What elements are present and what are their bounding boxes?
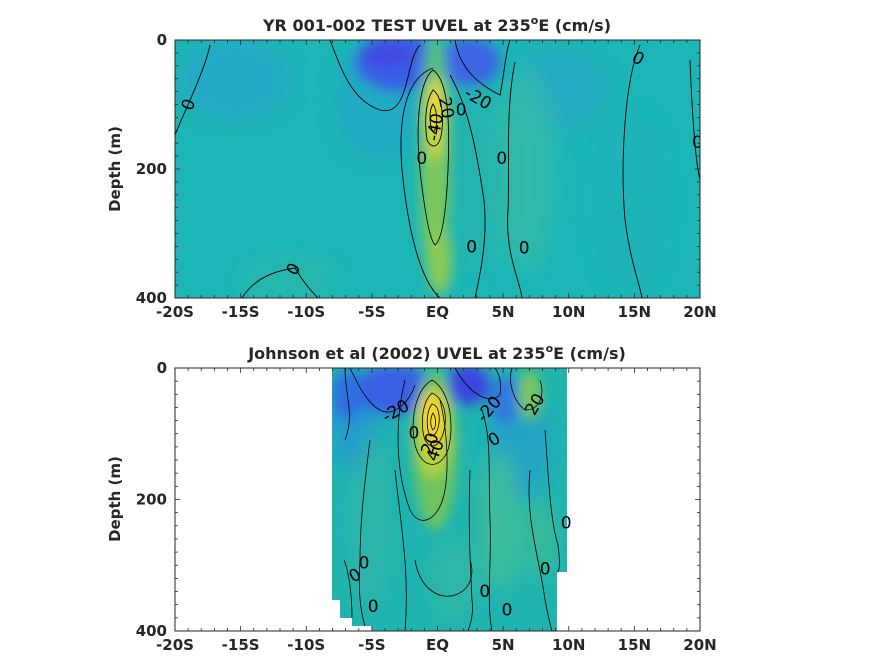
x-tick-label: -5S <box>358 636 385 654</box>
x-tick-label: EQ <box>426 303 449 321</box>
contour-lines <box>175 40 700 298</box>
title-main: YR 001-002 TEST UVEL at 235 <box>262 16 531 35</box>
y-tick-label: 400 <box>136 622 167 640</box>
x-tick-label: -10S <box>287 303 325 321</box>
contour-label: 0 <box>496 149 507 169</box>
title-degree: o <box>546 342 554 355</box>
title-degree: o <box>531 14 539 27</box>
title-tail: E (cm/s) <box>538 16 611 35</box>
panel-title: Johnson et al (2002) UVEL at 235oE (cm/s… <box>247 342 626 363</box>
x-tick-label: -20S <box>156 636 194 654</box>
x-tick-label: -15S <box>222 303 260 321</box>
x-tick-label: 20N <box>683 303 716 321</box>
contour-label: 0 <box>466 237 477 257</box>
contour-lines <box>343 368 560 631</box>
y-tick-label: 0 <box>157 31 167 49</box>
title-main: Johnson et al (2002) UVEL at 235 <box>247 344 545 363</box>
panel-observations: Johnson et al (2002) UVEL at 235oE (cm/s… <box>106 342 717 654</box>
x-tick-label: 5N <box>492 303 515 321</box>
x-tick-label: 15N <box>618 303 651 321</box>
contour-label: 20 <box>434 96 457 121</box>
x-tick-label: 5N <box>492 636 515 654</box>
x-tick-label: -10S <box>287 636 325 654</box>
y-axis-label: Depth (m) <box>106 456 124 542</box>
y-tick-label: 0 <box>157 359 167 377</box>
contour-label: 0 <box>502 600 513 620</box>
contour-label: 0 <box>456 101 467 121</box>
x-tick-label: -20S <box>156 303 194 321</box>
contour-label: 0 <box>692 133 703 153</box>
x-tick-label: EQ <box>426 636 449 654</box>
x-tick-label: 10N <box>552 636 585 654</box>
y-tick-label: 200 <box>136 160 167 178</box>
contour-label: 0 <box>368 597 379 617</box>
contour-label: 0 <box>359 554 370 574</box>
contour-label: 0 <box>408 423 419 443</box>
y-axis-label: Depth (m) <box>106 126 124 212</box>
axes: -20S -15S -10S -5S EQ 5N 10N 15N 20N 0 200 400 <box>136 359 717 654</box>
contour-label: 0 <box>479 582 490 602</box>
contour-label: -40 <box>424 112 449 143</box>
title-tail: E (cm/s) <box>553 344 626 363</box>
y-tick-label: 400 <box>136 289 167 307</box>
contour-label: 0 <box>416 149 427 169</box>
contour-label: 0 <box>561 514 572 534</box>
x-tick-label: 20N <box>683 636 716 654</box>
x-tick-label: -5S <box>358 303 385 321</box>
panel-model: YR 001-002 TEST UVEL at 235oE (cm/s) <box>106 14 717 321</box>
contour-label: 0 <box>540 560 551 580</box>
contour-label: 0 <box>519 239 530 259</box>
y-tick-label: 200 <box>136 491 167 509</box>
x-tick-label: 10N <box>552 303 585 321</box>
x-tick-label: -15S <box>222 636 260 654</box>
panel-title: YR 001-002 TEST UVEL at 235oE (cm/s) <box>262 14 611 35</box>
x-tick-label: 15N <box>618 636 651 654</box>
